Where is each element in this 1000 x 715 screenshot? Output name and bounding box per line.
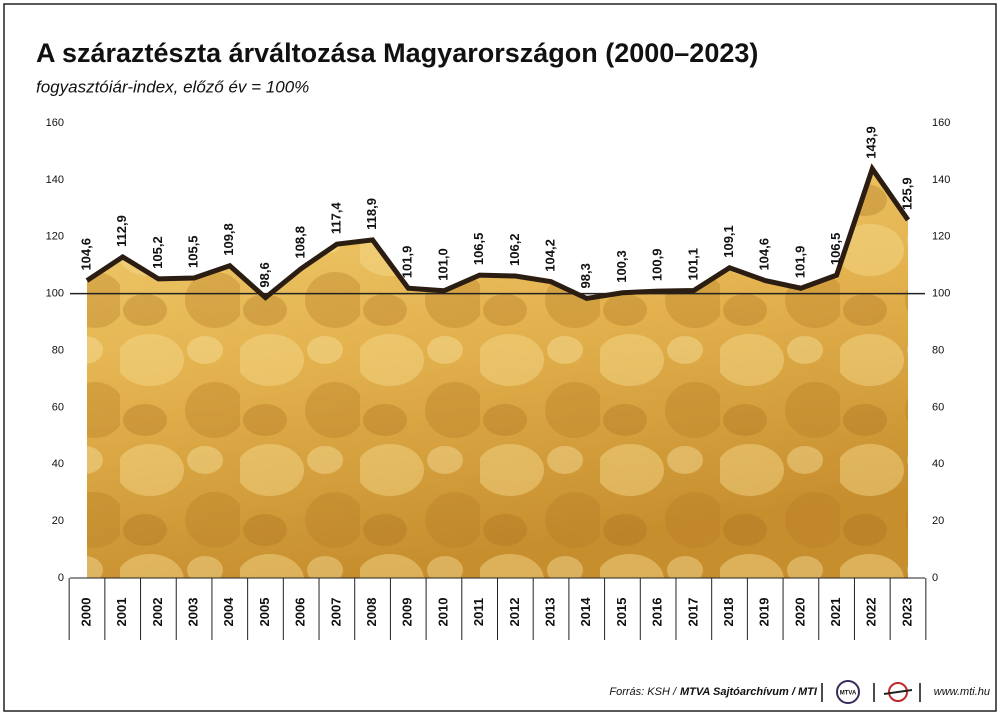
y-tick-label: 0 bbox=[58, 572, 64, 584]
x-tick-label: 2015 bbox=[614, 598, 629, 627]
value-label: 109,8 bbox=[221, 223, 236, 256]
chart-subtitle: fogyasztóiár-index, előző év = 100% bbox=[36, 77, 309, 96]
x-tick-label: 2009 bbox=[400, 598, 415, 627]
x-tick-label: 2022 bbox=[864, 598, 879, 627]
y2-tick-label: 140 bbox=[932, 174, 950, 186]
value-label: 118,9 bbox=[364, 198, 379, 230]
x-tick-label: 2019 bbox=[757, 598, 772, 627]
x-tick-label: 2008 bbox=[364, 598, 379, 627]
value-label: 125,9 bbox=[899, 177, 914, 210]
x-tick-label: 2001 bbox=[114, 598, 129, 627]
chart-title: A száraztészta árváltozása Magyarországo… bbox=[36, 38, 758, 68]
value-label: 98,3 bbox=[578, 263, 593, 288]
value-label: 143,9 bbox=[864, 126, 879, 159]
x-tick-label: 2005 bbox=[257, 598, 272, 627]
y-tick-label: 40 bbox=[52, 458, 64, 470]
y-tick-label: 60 bbox=[52, 401, 64, 413]
source-bold: MTVA Sajtóarchívum / MTI bbox=[680, 686, 818, 698]
y2-tick-label: 100 bbox=[932, 288, 950, 300]
x-tick-label: 2010 bbox=[435, 598, 450, 627]
y2-tick-label: 20 bbox=[932, 515, 944, 527]
source: Forrás: KSH / bbox=[609, 686, 677, 698]
area-texture bbox=[87, 168, 908, 579]
x-tick-label: 2004 bbox=[221, 597, 236, 627]
value-label: 101,9 bbox=[400, 246, 415, 279]
logo bbox=[883, 689, 913, 695]
x-tick-label: 2013 bbox=[542, 598, 557, 627]
x-tick-label: 2003 bbox=[186, 598, 201, 627]
value-label: 100,3 bbox=[614, 250, 629, 283]
value-label: 100,9 bbox=[650, 249, 665, 282]
y-tick-label: 140 bbox=[46, 174, 64, 186]
y-tick-label: 20 bbox=[52, 515, 64, 527]
x-tick-label: 2016 bbox=[650, 598, 665, 627]
value-label: 106,5 bbox=[828, 233, 843, 266]
value-label: 108,8 bbox=[293, 226, 308, 259]
x-tick-label: 2014 bbox=[578, 597, 593, 627]
value-label: 101,9 bbox=[792, 246, 807, 279]
x-tick-label: 2017 bbox=[685, 598, 700, 627]
logo bbox=[888, 682, 908, 702]
x-tick-label: 2021 bbox=[828, 598, 843, 627]
logo bbox=[836, 680, 860, 704]
logo-text: MTVA bbox=[840, 691, 857, 697]
y2-tick-label: 60 bbox=[932, 401, 944, 413]
value-label: 98,6 bbox=[257, 262, 272, 287]
website: www.mti.hu bbox=[934, 686, 990, 698]
value-label: 101,1 bbox=[685, 248, 700, 281]
value-label: 112,9 bbox=[114, 215, 129, 247]
y2-tick-label: 120 bbox=[932, 231, 950, 243]
y2-tick-label: 80 bbox=[932, 344, 944, 356]
value-label: 109,1 bbox=[721, 225, 736, 258]
value-label: 104,2 bbox=[542, 239, 557, 272]
y-tick-label: 100 bbox=[46, 288, 64, 300]
y2-tick-label: 0 bbox=[932, 572, 938, 584]
x-tick-label: 2007 bbox=[328, 598, 343, 627]
y2-tick-label: 160 bbox=[932, 117, 950, 129]
value-label: 101,0 bbox=[435, 248, 450, 281]
value-label: 104,6 bbox=[757, 238, 772, 271]
x-tick-label: 2012 bbox=[507, 598, 522, 627]
x-tick-label: 2006 bbox=[293, 598, 308, 627]
x-tick-label: 2002 bbox=[150, 598, 165, 627]
value-label: 117,4 bbox=[328, 202, 343, 235]
x-tick-label: 2020 bbox=[792, 598, 807, 627]
y-tick-label: 160 bbox=[46, 117, 64, 129]
x-tick-label: 2018 bbox=[721, 598, 736, 627]
value-label: 105,5 bbox=[186, 235, 201, 268]
x-tick-label: 2023 bbox=[899, 598, 914, 627]
y-tick-label: 80 bbox=[52, 344, 64, 356]
value-label: 104,6 bbox=[78, 238, 93, 271]
value-label: 106,2 bbox=[507, 233, 522, 266]
y-tick-label: 120 bbox=[46, 231, 64, 243]
value-label: 105,2 bbox=[150, 236, 165, 269]
x-tick-label: 2000 bbox=[78, 598, 93, 627]
line bbox=[85, 163, 911, 302]
frame bbox=[3, 3, 997, 712]
x-tick-label: 2011 bbox=[471, 598, 486, 626]
value-label: 106,5 bbox=[471, 233, 486, 266]
y2-tick-label: 40 bbox=[932, 458, 944, 470]
